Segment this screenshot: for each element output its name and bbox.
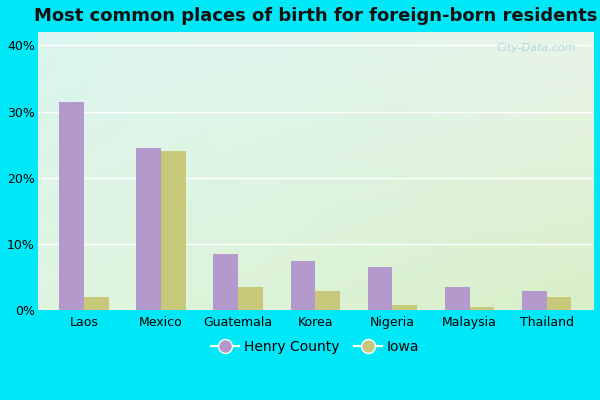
Bar <box>161 151 186 310</box>
Bar <box>290 261 316 310</box>
Bar <box>238 287 263 310</box>
Bar <box>316 290 340 310</box>
Text: City-Data.com: City-Data.com <box>497 43 577 53</box>
Bar <box>445 287 470 310</box>
Bar <box>368 267 392 310</box>
Legend: Henry County, Iowa: Henry County, Iowa <box>205 334 425 359</box>
Bar <box>84 297 109 310</box>
Title: Most common places of birth for foreign-born residents: Most common places of birth for foreign-… <box>34 7 597 25</box>
Bar <box>470 307 494 310</box>
Bar <box>214 254 238 310</box>
Bar <box>522 290 547 310</box>
Bar <box>392 305 417 310</box>
Bar <box>547 297 571 310</box>
Bar <box>136 148 161 310</box>
Bar <box>59 102 84 310</box>
